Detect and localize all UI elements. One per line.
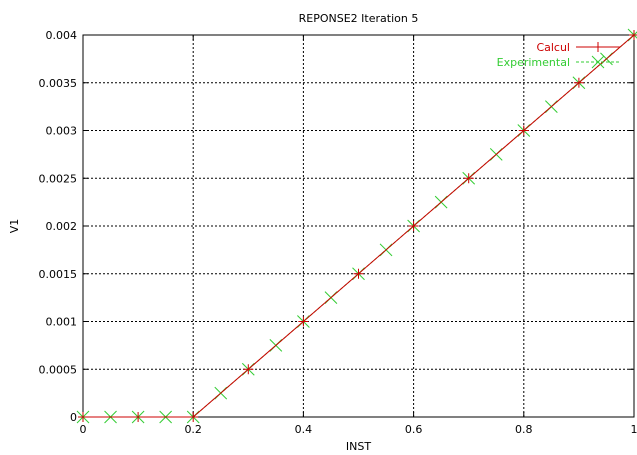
y-tick-label: 0.0035 [39, 77, 78, 90]
data-point-calcul [243, 364, 254, 375]
x-tick-label: 0 [80, 423, 87, 436]
legend-marker-calcul [593, 42, 603, 52]
y-tick-label: 0.0025 [39, 172, 78, 185]
legend-label-calcul: Calcul [536, 41, 570, 54]
marker-stroke [591, 55, 605, 69]
data-point-calcul [353, 268, 364, 279]
legend-marker-experimental [591, 55, 605, 69]
x-tick-label: 0.4 [295, 423, 313, 436]
x-tick-label: 0.2 [184, 423, 202, 436]
y-tick-label: 0.003 [46, 125, 78, 138]
grid [83, 35, 634, 417]
x-tick-label: 1 [631, 423, 637, 436]
y-tick-label: 0.001 [46, 316, 78, 329]
data-point-calcul [408, 221, 419, 231]
y-tick-label: 0 [70, 411, 77, 424]
series [76, 28, 637, 424]
legend: Calcul Experimental [497, 41, 620, 69]
chart-title: REPONSE2 Iteration 5 [299, 12, 419, 25]
data-point-calcul [133, 412, 144, 422]
data-point-calcul [298, 316, 309, 327]
data-point-calcul [188, 412, 199, 422]
y-tick-label: 0.002 [46, 220, 78, 233]
y-tick-label: 0.0005 [39, 363, 78, 376]
y-tick-label: 0.004 [46, 29, 78, 42]
data-point-calcul [573, 77, 584, 88]
data-point-calcul [518, 125, 529, 136]
legend-label-experimental: Experimental [497, 56, 570, 69]
data-point-calcul [78, 412, 88, 422]
axis-ticks: 0 0.2 0.4 0.6 0.8 1 0 0.0005 0.001 0.0015 0.002 0.0… [39, 29, 637, 436]
x-tick-label: 0.8 [515, 423, 533, 436]
data-point-calcul [629, 30, 637, 40]
y-tick-label: 0.0015 [39, 268, 78, 281]
y-axis-label: V1 [8, 219, 21, 234]
data-point-calcul [463, 173, 474, 184]
x-tick-label: 0.6 [405, 423, 423, 436]
x-axis-label: INST [346, 440, 371, 453]
